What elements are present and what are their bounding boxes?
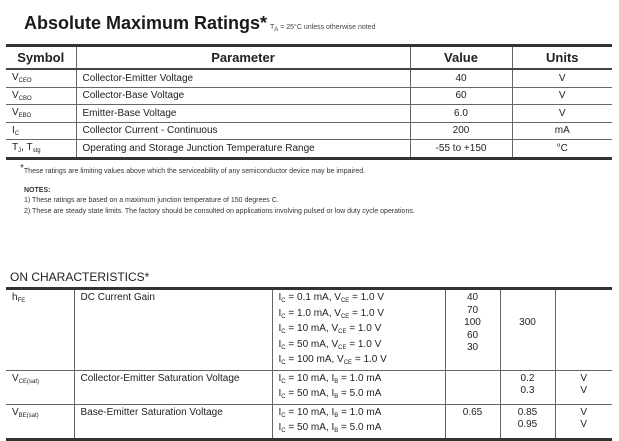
unit-cell: mA xyxy=(511,122,612,140)
max-cell: 0.85 0.95 xyxy=(499,404,555,439)
footnote: *These ratings are limiting values above… xyxy=(20,163,366,175)
condition-cell: IC = 10 mA, IB = 1.0 mA IC = 50 mA, IB = … xyxy=(271,404,445,439)
table-row: IC Collector Current - Continuous 200 mA xyxy=(6,122,612,140)
section-title: Absolute Maximum Ratings* xyxy=(24,13,268,33)
max-cell: 300 xyxy=(499,288,555,371)
footnote-text: These ratings are limiting values above … xyxy=(23,168,366,175)
parameter-cell: Emitter-Base Voltage xyxy=(75,104,410,123)
condition-cell: IC = 10 mA, IB = 1.0 mA IC = 50 mA, IB = … xyxy=(271,370,445,405)
on-characteristics-title: ON CHARACTERISTICS* xyxy=(10,270,150,284)
table-row: VBE(sat) Base-Emitter Saturation Voltage I… xyxy=(6,404,612,439)
absolute-max-ratings-table: Symbol Parameter Value Units VCEO Collector-… xyxy=(6,44,612,160)
column-header: Units xyxy=(511,45,612,70)
unit-cell xyxy=(554,288,612,371)
unit-cell: V xyxy=(511,87,612,105)
min-cell: 0.65 xyxy=(444,404,500,439)
symbol-cell: VEBO xyxy=(6,104,76,123)
parameter-cell: Collector-Emitter Voltage xyxy=(75,69,410,88)
note-2: 2) These are steady state limits. The fa… xyxy=(24,208,415,215)
symbol-cell: TJ, Tstg xyxy=(12,142,41,155)
value-cell: 40 xyxy=(409,69,512,88)
notes-title: NOTES: xyxy=(24,187,51,194)
parameter-cell: Collector-Base Voltage xyxy=(75,87,410,105)
table-row: hFE DC Current Gain IC = 0.1 mA, VCE = 1.0… xyxy=(6,288,612,371)
table-row: VCBO Collector-Base Voltage 60 V xyxy=(6,87,612,105)
column-header: Value xyxy=(409,45,512,70)
unit-cell: V xyxy=(511,69,612,88)
min-cell xyxy=(444,370,500,405)
symbol-cell: hFE xyxy=(6,288,74,371)
max-cell: 0.2 0.3 xyxy=(499,370,555,405)
note-1: 1) These ratings are based on a maximum … xyxy=(24,197,279,204)
parameter-cell: Collector Current - Continuous xyxy=(75,122,410,140)
column-header: Parameter xyxy=(75,45,410,70)
symbol-cell: VBE(sat) xyxy=(12,406,39,419)
table-row: VEBO Emitter-Base Voltage 6.0 V xyxy=(6,104,612,123)
symbol-cell: VCBO xyxy=(6,87,76,105)
condition-cell: IC = 0.1 mA, VCE = 1.0 V IC = 1.0 mA, VCE… xyxy=(271,288,445,371)
column-header: Symbol xyxy=(6,45,76,70)
parameter-cell: Operating and Storage Junction Temperatu… xyxy=(75,139,410,158)
unit-cell: °C xyxy=(511,139,612,158)
symbol-cell: VCEO xyxy=(6,69,76,88)
value-cell: -55 to +150 xyxy=(409,139,512,158)
table-row: VCEO Collector-Emitter Voltage 40 V xyxy=(6,69,612,88)
value-cell: 200 xyxy=(409,122,512,140)
table-row: VCE(sat) Collector-Emitter Saturation Vol… xyxy=(6,370,612,405)
min-cell: 40 70 100 60 30 xyxy=(444,288,500,371)
unit-cell: V xyxy=(511,104,612,123)
value-cell: 60 xyxy=(409,87,512,105)
table-row: TJ, Tstg Operating and Storage Junction T… xyxy=(6,139,612,158)
parameter-cell: Base-Emitter Saturation Voltage xyxy=(73,404,272,439)
symbol-cell: IC xyxy=(6,122,76,140)
on-characteristics-table: hFE DC Current Gain IC = 0.1 mA, VCE = 1.0… xyxy=(6,287,612,441)
parameter-cell: DC Current Gain xyxy=(73,288,272,371)
symbol-cell: VCE(sat) xyxy=(6,370,74,405)
condition-note: TA = 25°C unless otherwise noted xyxy=(270,24,376,33)
parameter-cell: Collector-Emitter Saturation Voltage xyxy=(73,370,272,405)
value-cell: 6.0 xyxy=(409,104,512,123)
